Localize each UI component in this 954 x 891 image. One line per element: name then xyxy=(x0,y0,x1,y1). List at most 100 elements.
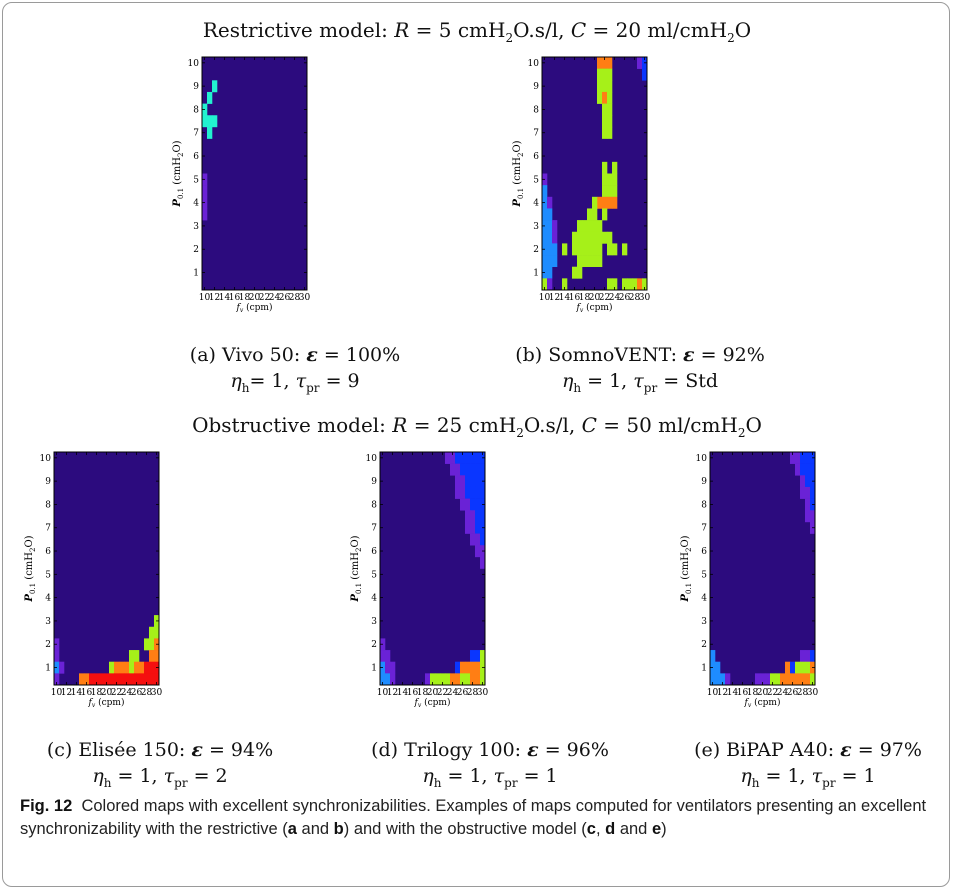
heatmap-cell xyxy=(592,231,598,244)
x-tick-label: 20 xyxy=(101,688,113,698)
heatmap-cell xyxy=(587,243,593,256)
heatmap-cell xyxy=(470,498,476,511)
heatmap-cell xyxy=(460,452,466,464)
heatmap-cell xyxy=(202,208,208,221)
heatmap-cell xyxy=(765,673,771,686)
heatmap-cell xyxy=(805,498,811,511)
x-tick-label: 24 xyxy=(121,688,133,698)
heatmap-cell xyxy=(154,650,160,662)
heatmap-cell xyxy=(572,243,578,256)
heatmap-cell xyxy=(805,486,811,499)
heatmap-cell xyxy=(552,255,558,267)
heatmap-cell xyxy=(460,661,466,674)
y-tick-label: 9 xyxy=(533,82,539,92)
heatmap-cell xyxy=(592,208,598,221)
heatmap-cell xyxy=(770,673,776,686)
y-axis-label: P0.1 (cmH2O) xyxy=(350,535,363,602)
heatmap-cell xyxy=(547,220,553,233)
heatmap-cell xyxy=(547,266,553,279)
heatmap-cell xyxy=(602,57,608,69)
heatmap-cell xyxy=(475,475,481,488)
caption-segment: and xyxy=(615,820,652,838)
x-tick-label: 12 xyxy=(549,293,560,303)
caption-panel-b: (b) SomnoVENT: ε = 92% ηh = 1, τpr = Std xyxy=(515,344,765,395)
heatmap-cell xyxy=(455,452,461,464)
heatmap-cell xyxy=(562,243,568,256)
heatmap-cell xyxy=(622,243,628,256)
heatmap-cell xyxy=(390,661,396,674)
heatmap-cell xyxy=(592,196,598,209)
heatmap-cell xyxy=(795,673,801,686)
heatmap-cell xyxy=(642,278,648,291)
heatmap-cell xyxy=(455,673,461,686)
x-tick-label: 18 xyxy=(417,688,429,698)
y-tick-label: 10 xyxy=(40,454,52,464)
x-tick-label: 20 xyxy=(589,293,601,303)
heatmap-cell xyxy=(602,68,608,81)
heatmap-cell xyxy=(144,673,150,686)
heatmap-cell xyxy=(627,278,633,291)
heatmap-cell xyxy=(114,673,120,686)
x-axis-label: fv (cpm) xyxy=(88,697,125,709)
x-tick-label: 10 xyxy=(377,688,389,698)
heatmap-cell xyxy=(602,208,608,221)
heatmap-cell xyxy=(144,661,150,674)
y-tick-label: 5 xyxy=(45,570,51,580)
heatmap-cell xyxy=(390,673,396,686)
heatmap-cell xyxy=(810,510,816,523)
heatmap-cell xyxy=(800,463,806,476)
heatmap-cell xyxy=(480,673,486,686)
heatmap-cell xyxy=(542,278,548,291)
heatmap-cell xyxy=(805,463,811,476)
heatmap-cell xyxy=(54,673,60,686)
heatmap-cell xyxy=(607,278,613,291)
x-tick-label: 18 xyxy=(239,293,251,303)
heatmap-cell xyxy=(207,91,213,104)
heatmap-cell xyxy=(465,510,471,523)
y-tick-label: 8 xyxy=(45,500,51,510)
heatmap-cell xyxy=(710,673,716,686)
heatmap-cell xyxy=(632,278,638,291)
x-tick-label: 10 xyxy=(539,293,551,303)
heatmap-cell xyxy=(425,673,431,686)
heatmap-cell xyxy=(795,452,801,464)
y-tick-label: 7 xyxy=(701,524,707,534)
heatmap-cell xyxy=(465,673,471,686)
heatmap-cell xyxy=(577,220,583,233)
heatmap-cell xyxy=(94,673,100,686)
y-axis-label: P0.1 (cmH2O) xyxy=(24,535,37,602)
heatmap-cell xyxy=(114,661,120,674)
heatmap-cell xyxy=(612,185,618,198)
heatmap-cell xyxy=(129,673,135,686)
x-tick-label: 20 xyxy=(427,688,439,698)
x-tick-label: 12 xyxy=(61,688,72,698)
y-tick-label: 9 xyxy=(701,477,707,487)
y-tick-label: 6 xyxy=(533,152,539,162)
heatmap-cell xyxy=(134,673,140,686)
y-tick-label: 7 xyxy=(193,129,199,139)
x-axis-label: fv (cpm) xyxy=(414,697,451,709)
heatmap-cell xyxy=(475,533,481,546)
caption-panel-letter: b xyxy=(333,820,344,838)
y-tick-label: 3 xyxy=(701,617,707,627)
heatmap-cell xyxy=(470,521,476,534)
figure-label: Fig. 12 xyxy=(20,797,73,815)
heatmap-cell xyxy=(79,673,85,686)
heatmap-cell xyxy=(139,673,145,686)
heatmap-cell xyxy=(480,463,486,476)
heatmap-cell xyxy=(542,231,548,244)
y-tick-label: 1 xyxy=(45,664,51,674)
y-tick-label: 1 xyxy=(371,664,377,674)
y-tick-label: 5 xyxy=(701,570,707,580)
heatmap-cell xyxy=(592,255,598,267)
x-tick-label: 28 xyxy=(141,688,153,698)
obstructive-model-title: Obstructive model: R = 25 cmH2O.s/l, C =… xyxy=(192,413,762,440)
heatmap-cell xyxy=(795,463,801,476)
heatmap-cell xyxy=(475,510,481,523)
y-tick-label: 4 xyxy=(533,199,539,209)
x-tick-label: 18 xyxy=(91,688,103,698)
heatmap-cell xyxy=(810,650,816,662)
y-tick-label: 6 xyxy=(701,547,707,557)
heatmap-cell xyxy=(475,498,481,511)
heatmap-cell xyxy=(455,475,461,488)
